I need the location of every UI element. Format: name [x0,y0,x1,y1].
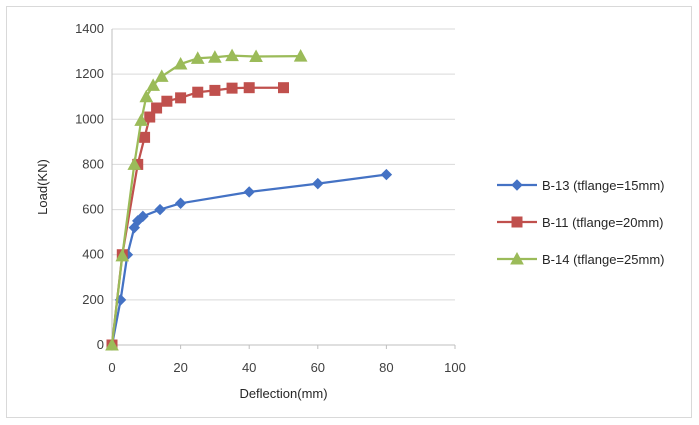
legend-marker-diamond [511,179,523,191]
y-tick-label: 1000 [75,111,104,126]
data-point-triangle [134,113,148,126]
data-point-triangle [154,69,169,82]
data-point-diamond [243,186,255,198]
data-point-square [278,82,289,94]
data-point-diamond [154,203,166,216]
series-line [110,54,301,346]
series-line [110,173,387,346]
data-point-triangle [127,157,142,170]
legend-label: B-13 (tflange=15mm) [542,178,664,193]
x-tick-label: 20 [173,360,187,375]
data-point-diamond [174,197,187,209]
data-point-triangle [190,51,205,64]
x-tick-label: 60 [311,360,325,375]
x-tick-label: 100 [444,360,466,375]
legend-label: B-14 (tflange=25mm) [542,252,664,267]
legend-marker-triangle [510,251,524,265]
data-point-square [151,102,163,114]
data-point-square [192,86,204,98]
legend: B-13 (tflange=15mm) B-11 (tflange=20mm) B-… [497,178,664,267]
data-point-triangle [139,89,154,103]
data-point-square [226,82,238,94]
data-point-triangle [115,248,130,262]
legend-label: B-11 (tflange=20mm) [542,215,664,230]
data-point-triangle [225,48,239,62]
data-point-triangle [293,49,308,62]
axes: 0 200 400 600 800 1000 1200 1400 0 20 40 60 80 100 [75,21,466,375]
y-tick-label: 400 [82,247,104,262]
legend-item: B-14 (tflange=25mm) [497,251,664,267]
y-tick-label: 1200 [75,66,104,81]
data-point-triangle [146,78,161,91]
data-point-triangle [208,50,222,63]
series-layer [105,48,393,351]
y-tick-label: 800 [82,156,104,171]
y-tick-label: 600 [82,202,104,217]
data-point-square [161,95,173,107]
legend-item: B-11 (tflange=20mm) [497,215,664,230]
y-tick-label: 1400 [75,21,104,36]
data-point-square [144,111,156,123]
data-point-triangle [105,337,119,351]
x-tick-label: 40 [242,360,256,375]
legend-marker-square [511,216,523,228]
data-point-diamond [380,168,393,181]
data-point-square [243,82,255,94]
data-point-square [209,84,221,96]
y-tick-label: 0 [97,337,104,352]
x-axis-title: Deflection(mm) [239,386,327,401]
x-tick-label: 0 [108,360,115,375]
data-point-triangle [249,49,263,63]
data-point-diamond [137,210,149,223]
series-2 [106,82,289,351]
series-1 [106,168,393,351]
data-point-square [175,92,187,104]
series-3 [105,48,308,351]
y-axis-title: Load(KN) [35,159,50,215]
data-point-triangle [173,56,188,70]
y-tick-label: 200 [82,292,104,307]
chart-area [6,6,692,418]
data-point-diamond [312,177,324,190]
data-point-square [139,131,151,143]
x-tick-label: 80 [379,360,393,375]
legend-item: B-13 (tflange=15mm) [497,178,664,193]
